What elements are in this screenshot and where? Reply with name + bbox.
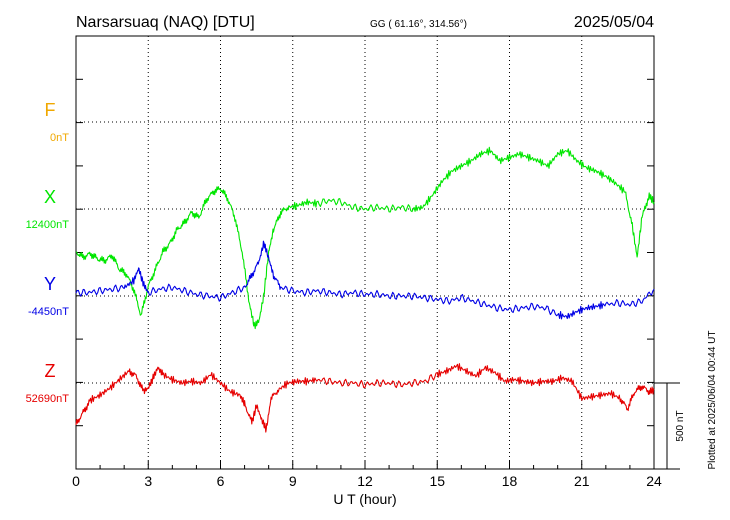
- channel-label-f: F: [45, 100, 56, 120]
- series-line-z: [75, 363, 655, 433]
- x-tick-label: 21: [574, 473, 590, 489]
- x-tick-labels: 0 3 6 9 12 15 18 21 24: [72, 473, 662, 489]
- x-tick-label: 0: [72, 473, 80, 489]
- x-tick-label: 12: [357, 473, 373, 489]
- x-tick-label: 3: [144, 473, 152, 489]
- channel-label-y: Y: [44, 274, 56, 294]
- x-tick-label: 18: [502, 473, 518, 489]
- series-line-y: [75, 240, 655, 320]
- channel-label-z: Z: [45, 361, 56, 381]
- x-tick-label: 9: [289, 473, 297, 489]
- chart-date: 2025/05/04: [574, 14, 654, 31]
- plotted-timestamp: Plotted at 2025/06/04 00:44 UT: [707, 331, 718, 470]
- chart-title: Narsarsuaq (NAQ) [DTU]: [76, 14, 255, 31]
- scale-bar-label: 500 nT: [675, 410, 686, 441]
- x-tick-label: 24: [646, 473, 662, 489]
- baseline-label-y: -4450nT: [28, 306, 69, 318]
- plot-frame: [75, 35, 655, 470]
- baseline-label-z: 52690nT: [26, 393, 70, 405]
- x-tick-label: 6: [217, 473, 225, 489]
- channel-label-x: X: [44, 187, 56, 207]
- station-coordinates: GG ( 61.16°, 314.56°): [370, 19, 467, 30]
- series-line-x: [75, 146, 655, 330]
- series-group: [75, 146, 655, 433]
- x-tick-label: 15: [429, 473, 445, 489]
- channel-labels: F 0nT X 12400nT Y -4450nT Z 52690nT: [26, 100, 70, 405]
- x-axis-label: U T (hour): [333, 491, 396, 507]
- baseline-label-x: 12400nT: [26, 219, 70, 231]
- baseline-label-f: 0nT: [50, 132, 69, 144]
- scale-bar: 500 nT: [654, 382, 686, 470]
